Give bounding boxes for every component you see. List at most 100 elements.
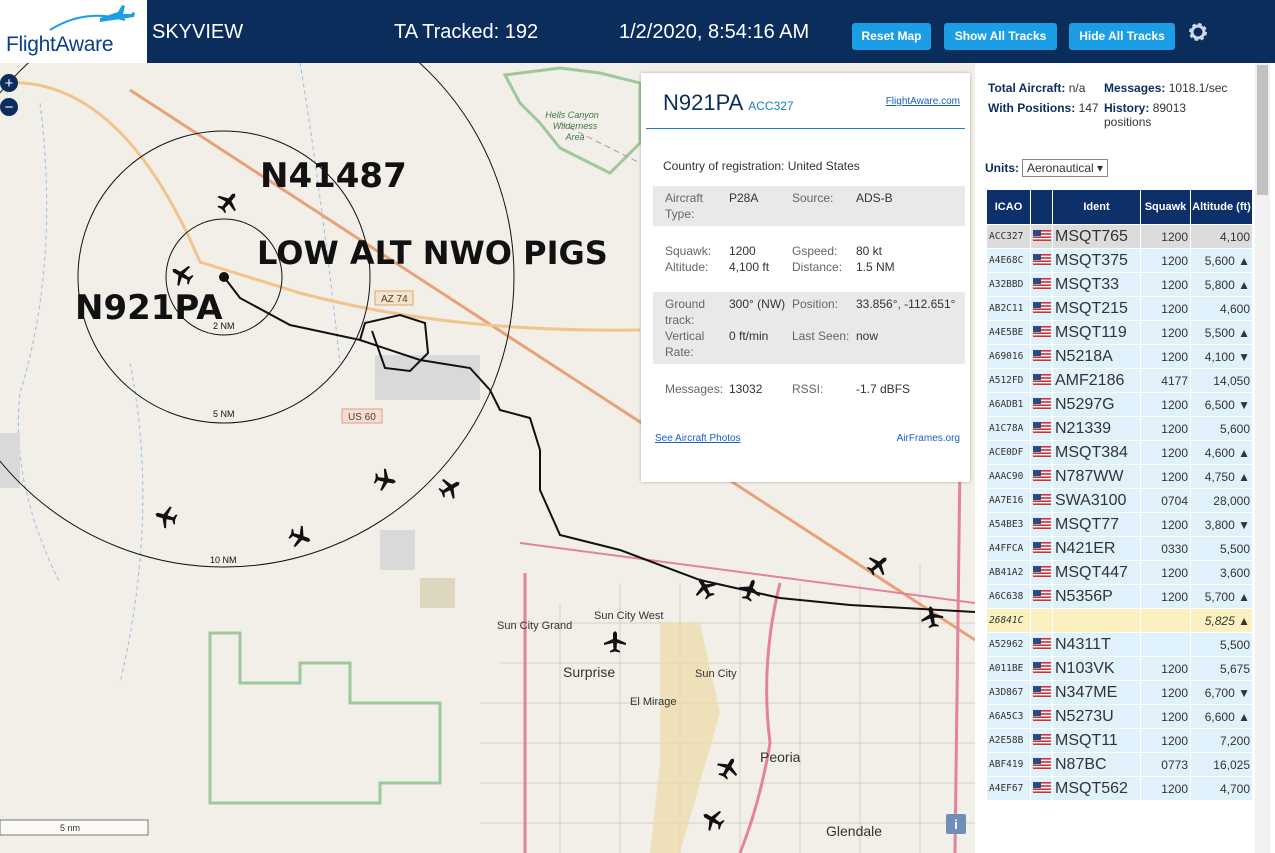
flag-cell bbox=[1030, 488, 1053, 513]
water-lines bbox=[17, 63, 341, 684]
column-header[interactable]: ICAO bbox=[986, 189, 1031, 225]
squawk: 1200 bbox=[1161, 469, 1188, 484]
squawk: 1200 bbox=[1161, 301, 1188, 316]
squawk-cell: 1200 bbox=[1140, 584, 1191, 609]
flag-cell bbox=[1030, 272, 1053, 297]
road-label: US 60 bbox=[348, 412, 376, 423]
squawk-cell: 1200 bbox=[1140, 296, 1191, 321]
flightaware-link[interactable]: FlightAware.com bbox=[885, 96, 960, 107]
aircraft-row[interactable]: A32BBD MSQT33 1200 5,800 ▲ bbox=[986, 272, 1253, 297]
aircraft-row[interactable]: A4EF67 MSQT562 1200 4,700 bbox=[986, 776, 1253, 801]
aircraft-row[interactable]: AA7E16 SWA3100 0704 28,000 bbox=[986, 488, 1253, 513]
flag bbox=[1033, 517, 1051, 529]
show-tracks-button[interactable]: Show All Tracks bbox=[944, 23, 1057, 50]
zoom-controls[interactable]: + − bbox=[0, 74, 18, 116]
ident-cell: MSQT119 bbox=[1052, 320, 1141, 345]
altitude: 5,500 bbox=[1219, 637, 1250, 652]
altitude-cell: 4,600 ▲ bbox=[1190, 440, 1253, 465]
scroll-thumb[interactable] bbox=[1257, 65, 1268, 195]
airframes-link[interactable]: AirFrames.org bbox=[896, 433, 960, 444]
aircraft-row[interactable]: A512FD AMF2186 4177 14,050 bbox=[986, 368, 1253, 393]
ident-cell: N347ME bbox=[1052, 680, 1141, 705]
ident-cell: MSQT562 bbox=[1052, 776, 1141, 801]
aircraft-row[interactable]: A1C78A N21339 1200 5,600 bbox=[986, 416, 1253, 441]
ident: N347ME bbox=[1055, 683, 1118, 701]
zoom-out[interactable] bbox=[0, 98, 18, 116]
aircraft-row[interactable]: A2E58B MSQT11 1200 7,200 bbox=[986, 728, 1253, 753]
flag-cell bbox=[1030, 224, 1053, 249]
column-header[interactable]: Squawk bbox=[1140, 189, 1191, 225]
column-header[interactable]: Altitude (ft) bbox=[1190, 189, 1253, 225]
units-value: Aeronautical bbox=[1027, 161, 1094, 175]
aircraft-row[interactable]: A4FFCA N421ER 0330 5,500 bbox=[986, 536, 1253, 561]
reset-map-button[interactable]: Reset Map bbox=[852, 23, 931, 50]
field-label: Last Seen: bbox=[792, 329, 850, 343]
flag-cell bbox=[1030, 512, 1053, 537]
roads bbox=[0, 81, 975, 853]
field-value: 80 kt bbox=[856, 244, 883, 258]
logo-art bbox=[49, 5, 135, 31]
aircraft-row[interactable]: A6C638 N5356P 1200 5,700 ▲ bbox=[986, 584, 1253, 609]
ident-cell: MSQT33 bbox=[1052, 272, 1141, 297]
aircraft-row[interactable]: A4E5BE MSQT119 1200 5,500 ▲ bbox=[986, 320, 1253, 345]
ident-cell bbox=[1052, 608, 1141, 633]
squawk-cell: 4177 bbox=[1140, 368, 1191, 393]
units-select[interactable]: Aeronautical ▾ bbox=[1022, 159, 1109, 177]
field-label: Gspeed: bbox=[792, 244, 838, 258]
aircraft-row[interactable]: ACC327 MSQT765 1200 4,100 bbox=[986, 224, 1253, 249]
aircraft-row[interactable]: A4E68C MSQT375 1200 5,600 ▲ bbox=[986, 248, 1253, 273]
hide-tracks-button[interactable]: Hide All Tracks bbox=[1069, 23, 1175, 50]
flag-cell bbox=[1030, 368, 1053, 393]
aircraft-row[interactable]: A3D867 N347ME 1200 6,700 ▼ bbox=[986, 680, 1253, 705]
flag bbox=[1033, 733, 1051, 745]
info-button[interactable] bbox=[946, 814, 966, 834]
place-labels: Sun City West Sun City Grand Surprise Su… bbox=[497, 610, 882, 839]
squawk: 0330 bbox=[1161, 541, 1188, 556]
ident-cell: N4311T bbox=[1052, 632, 1141, 657]
flight-track bbox=[223, 276, 975, 613]
settings-button[interactable] bbox=[1186, 20, 1210, 44]
popup-section: Aircraft Type: P28A Source: ADS-B bbox=[653, 186, 965, 226]
flag-cell bbox=[1030, 464, 1053, 489]
aircraft-row[interactable]: ACE0DF MSQT384 1200 4,600 ▲ bbox=[986, 440, 1253, 465]
squawk-cell: 1200 bbox=[1140, 512, 1191, 537]
flag-header bbox=[1030, 189, 1053, 225]
squawk-cell bbox=[1140, 632, 1191, 657]
photos-link[interactable]: See Aircraft Photos bbox=[655, 433, 741, 444]
aircraft-row[interactable]: A52962 N4311T 5,500 bbox=[986, 632, 1253, 657]
column-header[interactable]: Ident bbox=[1052, 189, 1141, 225]
annotation: N921PA bbox=[75, 288, 223, 328]
scrollbar[interactable] bbox=[1255, 63, 1270, 853]
aircraft-row[interactable]: AB41A2 MSQT447 1200 3,600 bbox=[986, 560, 1253, 585]
stat-label: Total Aircraft: bbox=[988, 81, 1066, 95]
field-value: 13032 bbox=[729, 382, 763, 396]
icao-cell: ACE0DF bbox=[986, 440, 1031, 465]
trend: ▲ bbox=[1238, 469, 1250, 484]
logo[interactable]: FlightAware bbox=[0, 0, 147, 63]
popup-section: Messages: 13032 RSSI: -1.7 dBFS bbox=[653, 377, 965, 401]
aircraft-row[interactable]: A011BE N103VK 1200 5,675 bbox=[986, 656, 1253, 681]
ident-cell: N5273U bbox=[1052, 704, 1141, 729]
app-name: SKYVIEW bbox=[152, 21, 244, 43]
flag bbox=[1033, 685, 1051, 697]
icao-cell: AA7E16 bbox=[986, 488, 1031, 513]
ident: MSQT119 bbox=[1055, 323, 1127, 341]
icao-cell: 26841C bbox=[986, 608, 1031, 633]
aircraft-row[interactable]: A6ADB1 N5297G 1200 6,500 ▼ bbox=[986, 392, 1253, 417]
aircraft-row[interactable]: A54BE3 MSQT77 1200 3,800 ▼ bbox=[986, 512, 1253, 537]
altitude: 4,600 bbox=[1219, 301, 1250, 316]
ident: MSQT33 bbox=[1055, 275, 1120, 293]
zoom-in[interactable] bbox=[0, 74, 18, 92]
ident-cell: MSQT765 bbox=[1052, 224, 1141, 249]
aircraft-row[interactable]: AAAC90 N787WW 1200 4,750 ▲ bbox=[986, 464, 1253, 489]
aircraft-row[interactable]: 26841C 5,825 ▲ bbox=[986, 608, 1253, 633]
altitude: 28,000 bbox=[1213, 493, 1250, 508]
trend: ▼ bbox=[1238, 517, 1250, 532]
aircraft-row[interactable]: AB2C11 MSQT215 1200 4,600 bbox=[986, 296, 1253, 321]
squawk: 1200 bbox=[1161, 517, 1188, 532]
icao-cell: A54BE3 bbox=[986, 512, 1031, 537]
aircraft-row[interactable]: ABF419 N87BC 0773 16,025 bbox=[986, 752, 1253, 777]
squawk: 1200 bbox=[1161, 253, 1188, 268]
aircraft-row[interactable]: A6A5C3 N5273U 1200 6,600 ▲ bbox=[986, 704, 1253, 729]
aircraft-row[interactable]: A69016 N5218A 1200 4,100 ▼ bbox=[986, 344, 1253, 369]
